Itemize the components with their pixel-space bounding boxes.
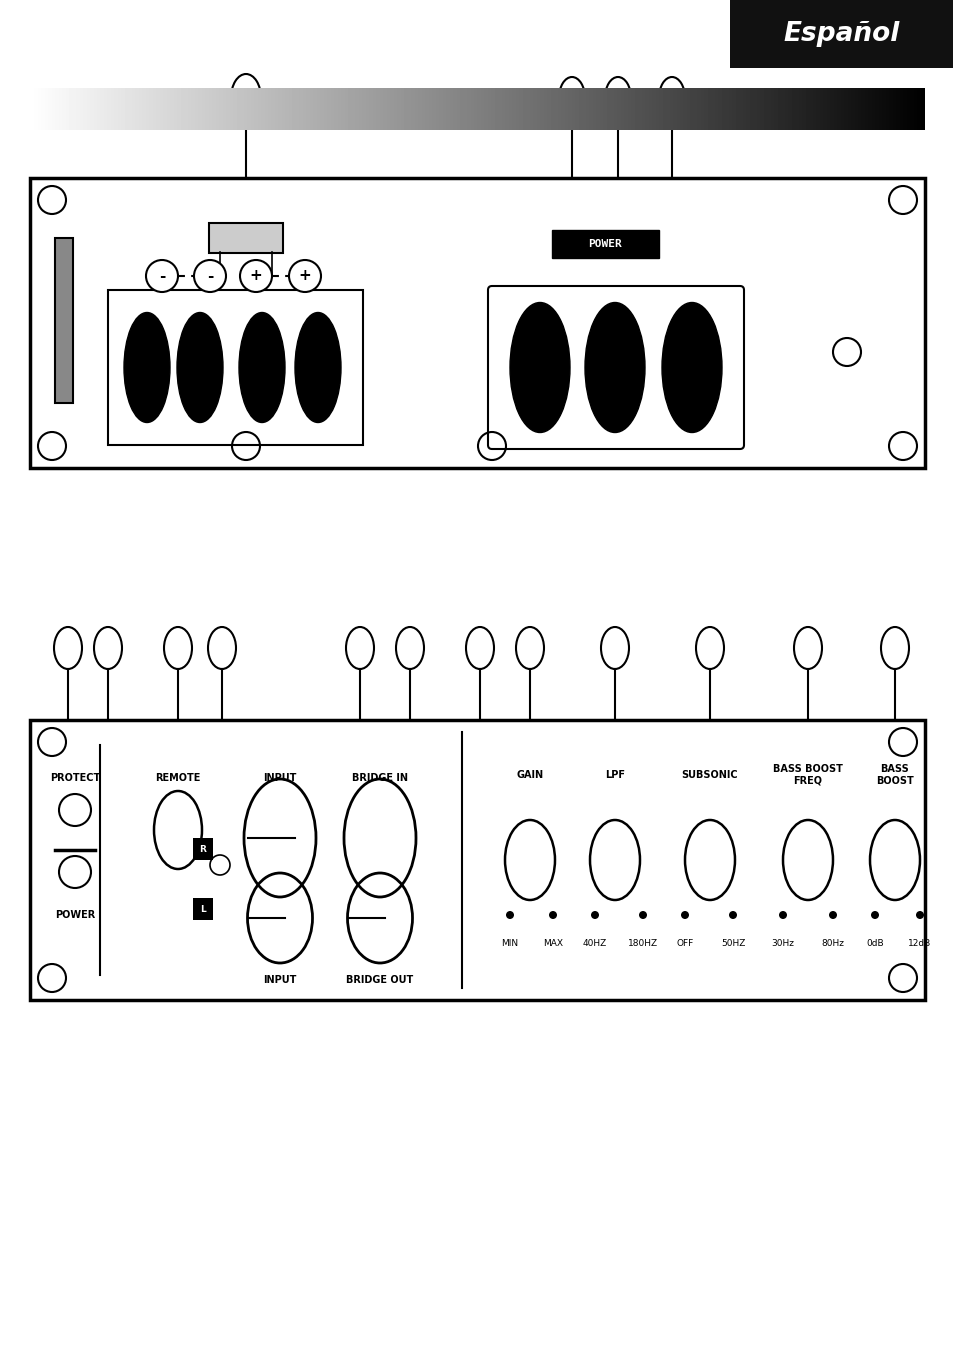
Bar — [193, 898, 213, 920]
Circle shape — [289, 260, 320, 291]
Text: INPUT: INPUT — [263, 772, 296, 783]
Text: 30Hz: 30Hz — [771, 939, 794, 947]
Circle shape — [548, 911, 557, 919]
FancyBboxPatch shape — [488, 286, 743, 449]
Circle shape — [505, 911, 514, 919]
Text: +: + — [250, 268, 262, 283]
Text: FUNCIONES DEL AMPLIFICADOR: FUNCIONES DEL AMPLIFICADOR — [38, 99, 411, 119]
Text: SUBSONIC: SUBSONIC — [681, 770, 738, 780]
Text: POWER: POWER — [588, 238, 621, 249]
Circle shape — [680, 911, 688, 919]
Text: BASS
BOOST: BASS BOOST — [875, 764, 913, 786]
Text: LPF: LPF — [604, 770, 624, 780]
Text: 12dB: 12dB — [907, 939, 931, 947]
Text: L: L — [200, 905, 206, 913]
Text: Español: Español — [783, 20, 900, 47]
Text: 180HZ: 180HZ — [627, 939, 658, 947]
Text: R: R — [199, 844, 206, 854]
Text: +: + — [298, 268, 311, 283]
Text: -: - — [207, 268, 213, 283]
Ellipse shape — [661, 302, 721, 432]
Text: BRIDGE OUT: BRIDGE OUT — [346, 976, 414, 985]
Text: 0dB: 0dB — [865, 939, 882, 947]
Text: OFF: OFF — [676, 939, 693, 947]
Bar — [552, 230, 659, 257]
Text: -: - — [158, 268, 165, 283]
Circle shape — [146, 260, 178, 291]
Text: 80Hz: 80Hz — [821, 939, 843, 947]
Ellipse shape — [584, 302, 644, 432]
Bar — [729, 0, 953, 68]
Bar — [193, 837, 213, 860]
Circle shape — [193, 260, 226, 291]
Bar — [30, 720, 924, 1000]
Circle shape — [915, 911, 923, 919]
Bar — [55, 238, 73, 402]
Circle shape — [779, 911, 786, 919]
Bar — [108, 290, 363, 444]
Circle shape — [870, 911, 878, 919]
Ellipse shape — [177, 313, 223, 423]
Circle shape — [240, 260, 272, 291]
Text: MAX: MAX — [542, 939, 562, 947]
Text: MIN: MIN — [501, 939, 518, 947]
Bar — [30, 178, 924, 467]
Text: GAIN: GAIN — [516, 770, 543, 780]
Ellipse shape — [239, 313, 285, 423]
Ellipse shape — [124, 313, 170, 423]
Ellipse shape — [510, 302, 569, 432]
Circle shape — [728, 911, 737, 919]
Text: 40HZ: 40HZ — [582, 939, 606, 947]
Circle shape — [590, 911, 598, 919]
Ellipse shape — [294, 313, 340, 423]
Text: PROTECT: PROTECT — [50, 772, 100, 783]
Text: INPUT: INPUT — [263, 976, 296, 985]
FancyBboxPatch shape — [209, 224, 283, 253]
Text: REMOTE: REMOTE — [155, 772, 200, 783]
Text: BASS BOOST
FREQ: BASS BOOST FREQ — [772, 764, 842, 786]
Text: 50HZ: 50HZ — [720, 939, 744, 947]
Circle shape — [639, 911, 646, 919]
Text: POWER: POWER — [55, 911, 95, 920]
Text: BRIDGE IN: BRIDGE IN — [352, 772, 408, 783]
Circle shape — [828, 911, 836, 919]
